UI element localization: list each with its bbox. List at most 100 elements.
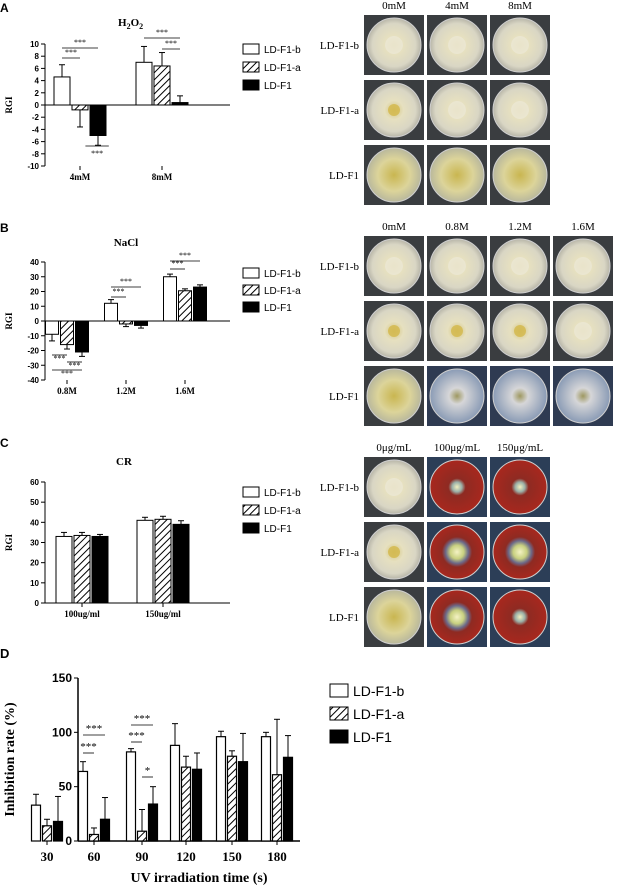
petri-dish: [429, 147, 485, 203]
legend-label: LD-F1-a: [264, 506, 301, 517]
significance-label: ***: [80, 741, 97, 753]
legend-label: LD-F1-b: [264, 269, 301, 280]
significance-label: ***: [69, 361, 81, 370]
x-tick-label: 8mM: [152, 172, 173, 182]
significance-label: ***: [74, 38, 86, 47]
plate-row-label: LD-F1-b: [320, 482, 360, 494]
chart-title: NaCl: [114, 237, 138, 249]
significance-label: ***: [134, 713, 151, 725]
bar-ld-f1-b: [215, 736, 227, 842]
petri-dish: [492, 368, 548, 424]
petri-dish: [492, 147, 548, 203]
bar-ld-f1-b: [135, 61, 153, 106]
plate-column-label: 8mM: [508, 0, 532, 12]
y-tick-label: 60: [30, 478, 39, 487]
significance-label: ***: [113, 287, 125, 296]
y-tick-label: 50: [30, 498, 39, 507]
title-part: O: [131, 17, 140, 29]
y-tick-label: -10: [27, 162, 39, 171]
legend-swatch: [329, 706, 349, 721]
significance-label: *: [145, 765, 151, 777]
bar-ld-f1-b: [30, 804, 42, 842]
legend-swatch: [329, 683, 349, 698]
legend-label: LD-F1-a: [264, 63, 301, 74]
colony-center: [574, 322, 592, 340]
bar-ld-f1: [191, 768, 203, 842]
bar-ld-f1-a: [73, 534, 91, 604]
significance-label: ***: [86, 723, 103, 735]
petri-dish: [492, 589, 548, 645]
x-tick-label: 180: [267, 849, 287, 864]
bar-ld-f1-a: [154, 518, 172, 604]
bar-ld-f1: [75, 320, 89, 353]
x-tick-label: 1.6M: [175, 386, 195, 396]
x-tick-label: 0.8M: [57, 386, 77, 396]
plate-row-label: LD-F1-a: [321, 547, 360, 559]
colony-center: [388, 325, 400, 337]
legend-label: LD-F1-a: [264, 286, 301, 297]
legend-label: LD-F1: [264, 81, 292, 92]
y-axis-label: RGI: [4, 312, 14, 330]
chart-d: D 0 50 100 150 Inhibition rate (%) 30 60 90 120 15…: [0, 646, 405, 886]
bar-ld-f1-a: [180, 766, 192, 842]
plate-row-label: LD-F1: [329, 391, 359, 403]
significance-label: ***: [91, 149, 103, 158]
legend-label: LD-F1-b: [264, 488, 301, 499]
plate-row-label: LD-F1-a: [321, 105, 360, 117]
x-tick-label: 30: [41, 849, 54, 864]
bar-ld-f1-b: [136, 519, 154, 604]
bar-ld-f1: [89, 104, 107, 136]
panel-label-c: C: [0, 436, 9, 450]
bar-ld-f1-a: [88, 833, 100, 842]
x-tick-label: 1.2M: [116, 386, 136, 396]
bar-ld-f1-b: [55, 535, 73, 604]
bar-ld-f1-b: [53, 76, 71, 106]
bar-ld-f1: [91, 535, 109, 604]
title-part: 2: [127, 22, 131, 31]
y-tick-label: 0: [35, 317, 40, 326]
y-tick-label: 40: [30, 518, 39, 527]
plate-column-label: 0mM: [382, 0, 406, 12]
colony-center: [511, 101, 529, 119]
plate-row-label: LD-F1: [329, 170, 359, 182]
bar-ld-f1-b: [45, 320, 59, 335]
chart-title: H2O2: [118, 17, 143, 31]
colony-center: [511, 257, 529, 275]
legend-swatch: [242, 43, 260, 55]
plate-column-label: 0μg/mL: [376, 442, 412, 454]
colony-center: [448, 257, 466, 275]
y-tick-label: 4: [35, 77, 40, 86]
significance-label: ***: [179, 251, 191, 260]
significance-label: ***: [165, 39, 177, 48]
bar-ld-f1: [147, 803, 159, 842]
bar-ld-f1-b: [169, 744, 181, 842]
y-tick-label: 30: [30, 539, 39, 548]
legend-label: LD-F1-a: [353, 706, 405, 722]
colony-center: [385, 36, 403, 54]
bar-ld-f1-a: [226, 755, 238, 842]
y-tick-label: 20: [30, 288, 39, 297]
plate-row-label: LD-F1-b: [320, 261, 360, 273]
legend-swatch: [242, 61, 260, 73]
petri-dish: [366, 147, 422, 203]
legend-swatch: [242, 522, 260, 534]
y-tick-label: -8: [32, 150, 40, 159]
plate-column-label: 1.6M: [571, 221, 595, 233]
plate-column-label: 1.2M: [508, 221, 532, 233]
y-tick-label: 10: [30, 302, 39, 311]
petri-dish: [366, 368, 422, 424]
legend-swatch: [242, 301, 260, 313]
bar-ld-f1: [172, 523, 190, 604]
panel-label-d: D: [0, 646, 9, 661]
plate-column-label: 4mM: [445, 0, 469, 12]
x-tick-label: 150: [222, 849, 242, 864]
plate-column-label: 150μg/mL: [497, 442, 544, 454]
colony-center: [388, 546, 400, 558]
petri-dish: [429, 589, 485, 645]
significance-label: ***: [65, 48, 77, 57]
y-tick-label: -20: [27, 347, 39, 356]
x-tick-label: 60: [88, 849, 101, 864]
bar-ld-f1: [171, 102, 189, 106]
y-tick-label: 100: [52, 725, 72, 739]
